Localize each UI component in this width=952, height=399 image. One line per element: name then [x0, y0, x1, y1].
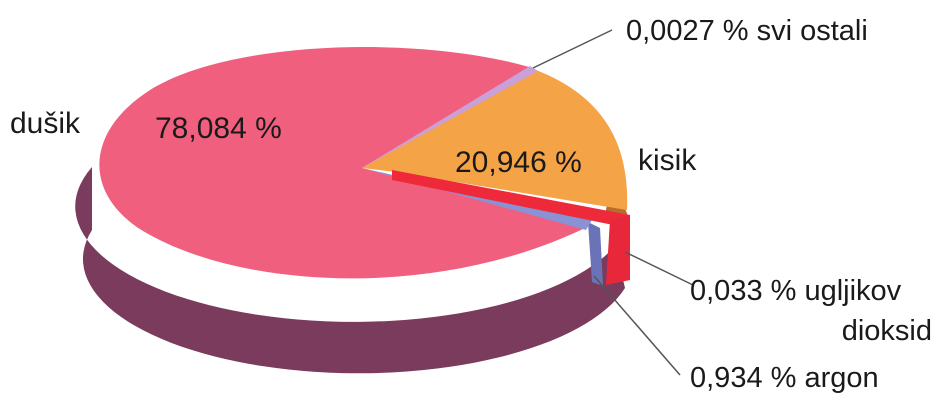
label-kisik-value: 20,946 %	[455, 146, 582, 179]
label-ugljikov-dioksid-line2: dioksid	[842, 315, 932, 347]
slice-ugljikov-dioksid-side	[606, 215, 630, 285]
slice-kisik	[362, 70, 628, 210]
leader-ugljikov-dioksid	[624, 251, 694, 286]
argon-side-wall	[588, 222, 603, 286]
label-ugljikov-dioksid-line1: 0,033 % ugljikov	[690, 275, 902, 307]
label-svi-ostali: 0,0027 % svi ostali	[626, 15, 868, 47]
slice-dusik	[99, 47, 585, 279]
pie-side-wall	[75, 167, 625, 374]
label-argon: 0,934 % argon	[690, 362, 879, 394]
slice-ugljikov-dioksid	[392, 170, 630, 228]
slice-svi-ostali	[362, 66, 538, 168]
label-dusik: dušik	[10, 107, 81, 140]
leader-argon	[593, 275, 681, 376]
leader-svi-ostali	[532, 29, 613, 69]
label-kisik: kisik	[638, 144, 697, 177]
label-dusik-value: 78,084 %	[155, 112, 282, 145]
